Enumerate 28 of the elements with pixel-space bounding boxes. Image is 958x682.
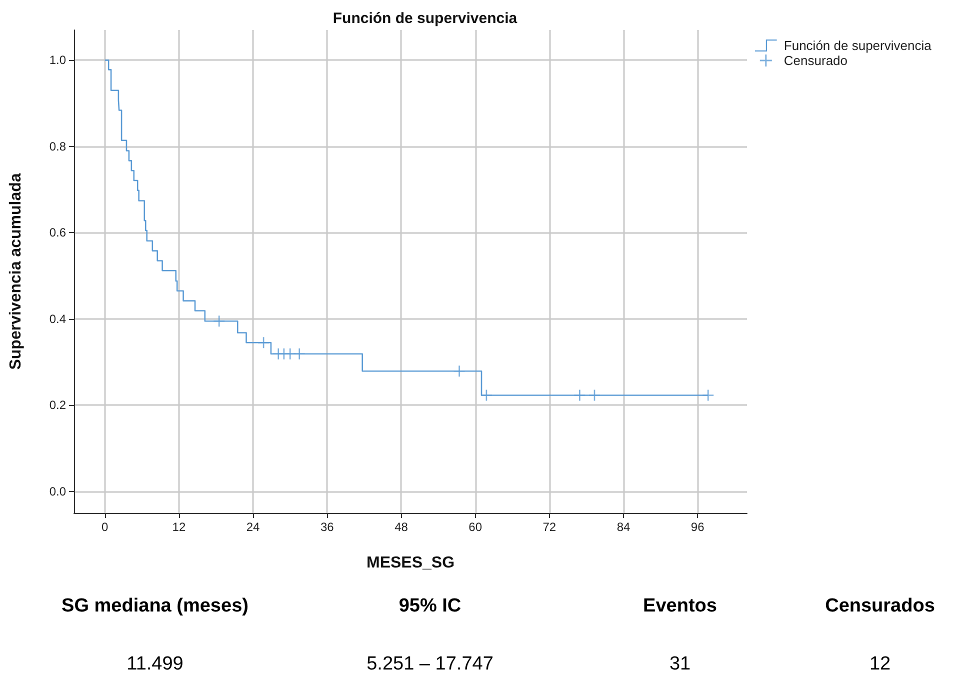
text: 12 [869, 654, 891, 674]
text: 11.499 [126, 654, 184, 674]
y-tick-label: 0.6 [49, 226, 66, 240]
y-tick-label: 0.8 [49, 139, 66, 154]
x-tick-label: 96 [690, 520, 705, 534]
x-tick-label: 84 [616, 520, 631, 534]
legend-label: Censurado [784, 53, 848, 68]
y-tick-label: 1.0 [49, 53, 66, 68]
x-tick-label: 60 [468, 520, 482, 534]
text: 5.251 – 17.747 [366, 654, 494, 674]
x-axis-title: MESES_SG [366, 554, 455, 572]
legend-label: Función de supervivencia [784, 38, 932, 53]
x-tick-label: 12 [172, 520, 186, 534]
x-tick-label: 24 [246, 520, 260, 534]
text: SG mediana (meses) [62, 596, 248, 616]
text: 95% IC [398, 596, 462, 616]
x-tick-label: 48 [394, 520, 408, 534]
chart-title: Función de supervivencia [332, 10, 518, 27]
y-tick-label: 0.2 [49, 398, 66, 412]
y-axis-title: Supervivencia acumulada [8, 173, 24, 370]
x-tick-label: 0 [102, 520, 109, 534]
y-tick-label: 0.0 [49, 484, 66, 498]
text: 31 [669, 654, 691, 674]
y-tick-label: 0.4 [49, 312, 66, 326]
x-tick-label: 72 [542, 520, 556, 534]
text: Eventos [643, 596, 717, 616]
text: Censurados [825, 596, 935, 616]
x-tick-label: 36 [320, 520, 334, 534]
